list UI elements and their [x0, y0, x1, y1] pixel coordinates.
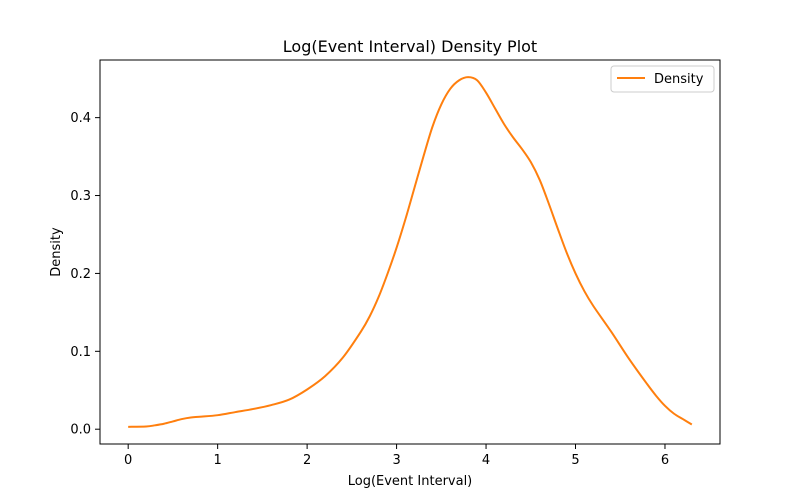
x-tick-label: 6 — [661, 453, 669, 468]
y-tick-label: 0.2 — [70, 267, 91, 282]
x-tick-label: 2 — [303, 453, 311, 468]
y-tick-label: 0.3 — [70, 189, 91, 204]
x-tick-label: 1 — [214, 453, 222, 468]
x-tick-label: 0 — [124, 453, 132, 468]
x-tick-label: 3 — [392, 453, 400, 468]
legend: Density — [610, 65, 715, 93]
y-tick-label: 0.0 — [70, 423, 91, 438]
density-series-line — [128, 76, 693, 428]
y-axis-label: Density — [49, 227, 64, 277]
plot-frame — [99, 59, 721, 445]
x-axis-label: Log(Event Interval) — [348, 474, 473, 489]
y-tick-label: 0.1 — [70, 345, 91, 360]
x-tick-label: 4 — [482, 453, 490, 468]
y-axis: 0.0 0.1 0.2 0.3 0.4 — [70, 111, 100, 438]
y-tick-label: 0.4 — [70, 111, 91, 126]
legend-label-density: Density — [654, 72, 704, 87]
legend-box — [610, 65, 715, 93]
chart-title: Log(Event Interval) Density Plot — [283, 37, 537, 56]
series-layer — [128, 76, 693, 428]
x-axis: 0 1 2 3 4 5 6 — [124, 444, 669, 468]
x-tick-label: 5 — [571, 453, 579, 468]
